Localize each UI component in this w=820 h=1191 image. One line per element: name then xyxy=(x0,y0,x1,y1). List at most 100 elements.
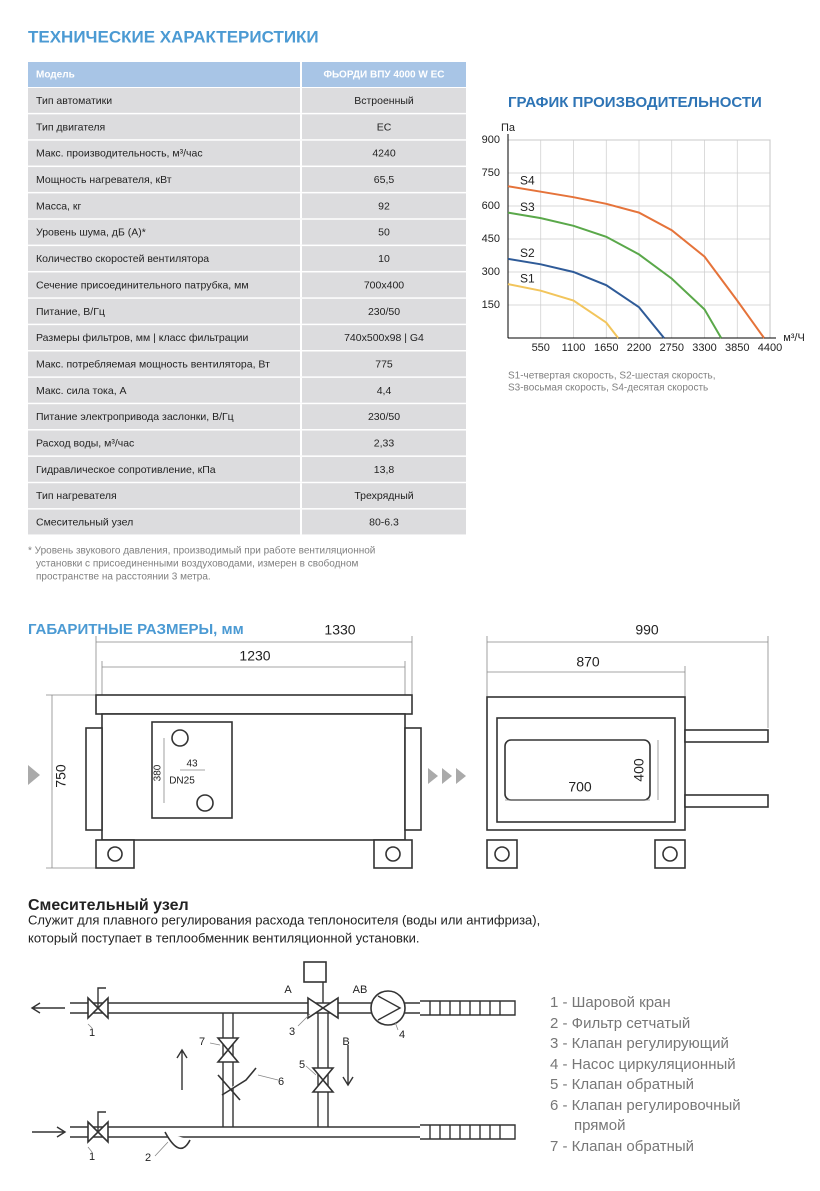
side-view xyxy=(428,636,769,869)
flow-arrow xyxy=(342,1045,354,1087)
table-row xyxy=(28,351,466,377)
row-label: Макс. сила тока, А xyxy=(36,385,127,397)
table-row xyxy=(28,167,466,192)
row-value: 80-6.3 xyxy=(369,517,399,529)
y-tick-label: 150 xyxy=(482,299,500,311)
table-row xyxy=(28,272,466,298)
series-line xyxy=(507,211,723,339)
pipe-port xyxy=(196,794,214,812)
arrow xyxy=(456,768,466,784)
callout: 1 xyxy=(89,1151,95,1163)
hose-ribs xyxy=(429,1001,501,1139)
port-label: A xyxy=(284,984,292,996)
row-value: 775 xyxy=(375,358,393,370)
x-tick-label: 4400 xyxy=(758,342,782,354)
pipe xyxy=(684,794,769,808)
row-value: 740x500x98 | G4 xyxy=(344,332,424,344)
dimension-label: 700 xyxy=(568,779,592,795)
dimension-label: 400 xyxy=(631,758,647,782)
pump xyxy=(370,990,406,1026)
row-label: Тип нагревателя xyxy=(36,490,117,502)
footnote: пространстве на расстоянии 3 метра. xyxy=(36,572,211,583)
callout: 7 xyxy=(199,1036,205,1048)
table-row xyxy=(28,430,466,456)
hole xyxy=(385,846,401,862)
series-label: S1 xyxy=(520,271,535,285)
row-label: Размеры фильтров, мм | класс фильтрации xyxy=(36,332,248,344)
legend-item: 2 - Фильтр сетчатый xyxy=(550,1015,690,1032)
actuator xyxy=(303,961,327,983)
arrow xyxy=(442,768,452,784)
control-valve xyxy=(307,996,339,1020)
callout: 5 xyxy=(299,1059,305,1071)
callout-line xyxy=(87,1013,399,1157)
dimensions-title: ГАБАРИТНЫЕ РАЗМЕРЫ, мм xyxy=(28,621,244,638)
pipe xyxy=(70,1002,420,1138)
row-label: Количество скоростей вентилятора xyxy=(36,253,209,265)
port-label: B xyxy=(342,1036,349,1048)
strainer xyxy=(164,1131,191,1150)
dimension-label: 750 xyxy=(53,764,69,788)
table-row xyxy=(28,325,466,350)
arrow xyxy=(28,765,40,785)
lid xyxy=(95,694,413,715)
legend-item: 3 - Клапан регулирующий xyxy=(550,1035,729,1052)
y-tick-label: 750 xyxy=(482,167,500,179)
header-cell: Модель xyxy=(36,70,75,81)
row-value: 4,4 xyxy=(377,385,392,397)
balancing-valve xyxy=(217,1067,257,1101)
row-label: Тип автоматики xyxy=(36,95,112,107)
row-value: 65,5 xyxy=(374,174,395,186)
front-view xyxy=(28,636,422,869)
x-tick-label: 1650 xyxy=(594,342,618,354)
pump-symbol xyxy=(377,995,402,1021)
row-label: Гидравлическое сопротивление, кПа xyxy=(36,464,216,476)
ball-valve xyxy=(87,996,109,1144)
pipe-port xyxy=(171,729,189,747)
legend-item: 5 - Клапан обратный xyxy=(550,1076,694,1093)
y-tick-label: 450 xyxy=(482,233,500,245)
mixing-title: Смесительный узел xyxy=(28,897,189,914)
row-value: Встроенный xyxy=(354,95,414,107)
chart-note: S1-четвертая скорость, S2-шестая скорост… xyxy=(508,371,716,382)
row-value: EC xyxy=(377,121,392,133)
x-axis-label: м³/Ч xyxy=(783,332,805,344)
callout: 2 xyxy=(145,1152,151,1164)
series-label: S3 xyxy=(520,200,535,214)
specs-title: ТЕХНИЧЕСКИЕ ХАРАКТЕРИСТИКИ xyxy=(28,27,319,46)
row-label: Питание электропривода заслонки, В/Гц xyxy=(36,411,234,423)
callout: 3 xyxy=(289,1026,295,1038)
series-line xyxy=(507,257,665,339)
x-tick-label: 1100 xyxy=(562,342,586,354)
y-tick-label: 900 xyxy=(482,134,500,146)
table-row xyxy=(28,193,466,219)
flange xyxy=(404,727,422,831)
dimension-label: 990 xyxy=(635,622,659,638)
footnote: установки с присоединенными воздуховодам… xyxy=(36,558,359,570)
legend-item: 6 - Клапан регулировочный xyxy=(550,1097,741,1114)
row-value: 230/50 xyxy=(368,411,400,423)
row-value: Трехрядный xyxy=(354,490,413,502)
series-label: S4 xyxy=(520,173,535,187)
series-line xyxy=(507,283,619,339)
row-label: Мощность нагревателя, кВт xyxy=(36,174,172,186)
series-line xyxy=(507,185,765,339)
mixing-description: который поступает в теплообменник вентил… xyxy=(28,930,419,945)
table-row xyxy=(28,404,466,430)
row-label: Уровень шума, дБ (А)* xyxy=(36,227,146,239)
table-row xyxy=(28,298,466,324)
mixing-scheme xyxy=(30,961,516,1157)
legend-item: 1 - Шаровой кран xyxy=(550,994,671,1011)
row-label: Питание, В/Гц xyxy=(36,306,105,318)
hose xyxy=(420,1000,516,1140)
x-tick-label: 3850 xyxy=(725,342,749,354)
legend-item: 4 - Насос циркуляционный xyxy=(550,1056,736,1073)
row-value: 10 xyxy=(378,253,390,265)
x-tick-label: 2750 xyxy=(660,342,684,354)
header-cell: ФЬОРДИ ВПУ 4000 W EC xyxy=(323,70,444,81)
row-label: Тип двигателя xyxy=(36,121,105,133)
pipe xyxy=(222,1013,329,1127)
legend-item: прямой xyxy=(574,1117,625,1134)
valve-handle xyxy=(97,987,106,1132)
